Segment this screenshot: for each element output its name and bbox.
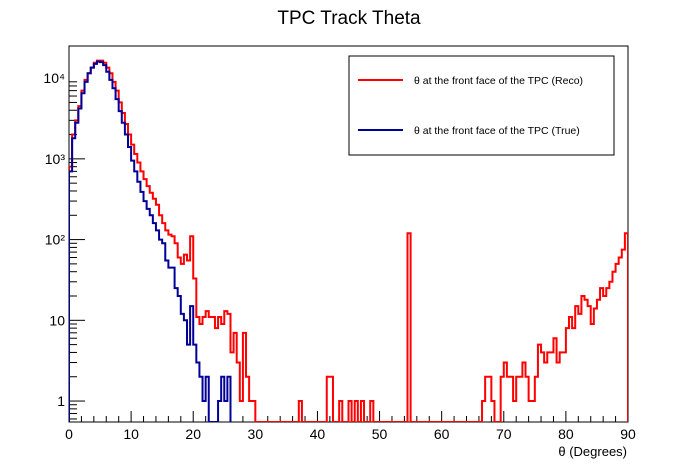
x-tick-label: 40 bbox=[310, 426, 326, 442]
x-tick-label: 90 bbox=[620, 426, 636, 442]
legend-box bbox=[348, 55, 615, 156]
x-tick-label: 20 bbox=[185, 426, 201, 442]
series-line-reco bbox=[69, 59, 628, 422]
x-tick-label: 50 bbox=[372, 426, 388, 442]
series-line-true bbox=[69, 60, 232, 422]
legend-label-true: θ at the front face of the TPC (True) bbox=[414, 125, 580, 137]
x-tick-label: 70 bbox=[496, 426, 512, 442]
x-tick-label: 10 bbox=[123, 426, 139, 442]
y-tick-label: 10⁴ bbox=[43, 70, 65, 86]
x-axis: 0 10 20 30 40 50 60 70 80 90 bbox=[65, 411, 636, 442]
x-tick-label: 80 bbox=[558, 426, 574, 442]
x-axis-label: θ (Degrees) bbox=[558, 444, 627, 459]
y-axis: 1 10 10² 10³ 10⁴ bbox=[43, 70, 85, 420]
y-tick-label: 10³ bbox=[45, 151, 66, 167]
y-tick-label: 10 bbox=[49, 312, 65, 328]
x-tick-label: 0 bbox=[65, 426, 73, 442]
y-tick-label: 1 bbox=[57, 393, 65, 409]
y-tick-label: 10² bbox=[45, 232, 66, 248]
legend: θ at the front face of the TPC (Reco) θ … bbox=[348, 55, 615, 156]
x-tick-label: 60 bbox=[434, 426, 450, 442]
chart-title: TPC Track Theta bbox=[277, 8, 421, 29]
x-tick-label: 30 bbox=[248, 426, 264, 442]
legend-label-reco: θ at the front face of the TPC (Reco) bbox=[414, 75, 583, 87]
